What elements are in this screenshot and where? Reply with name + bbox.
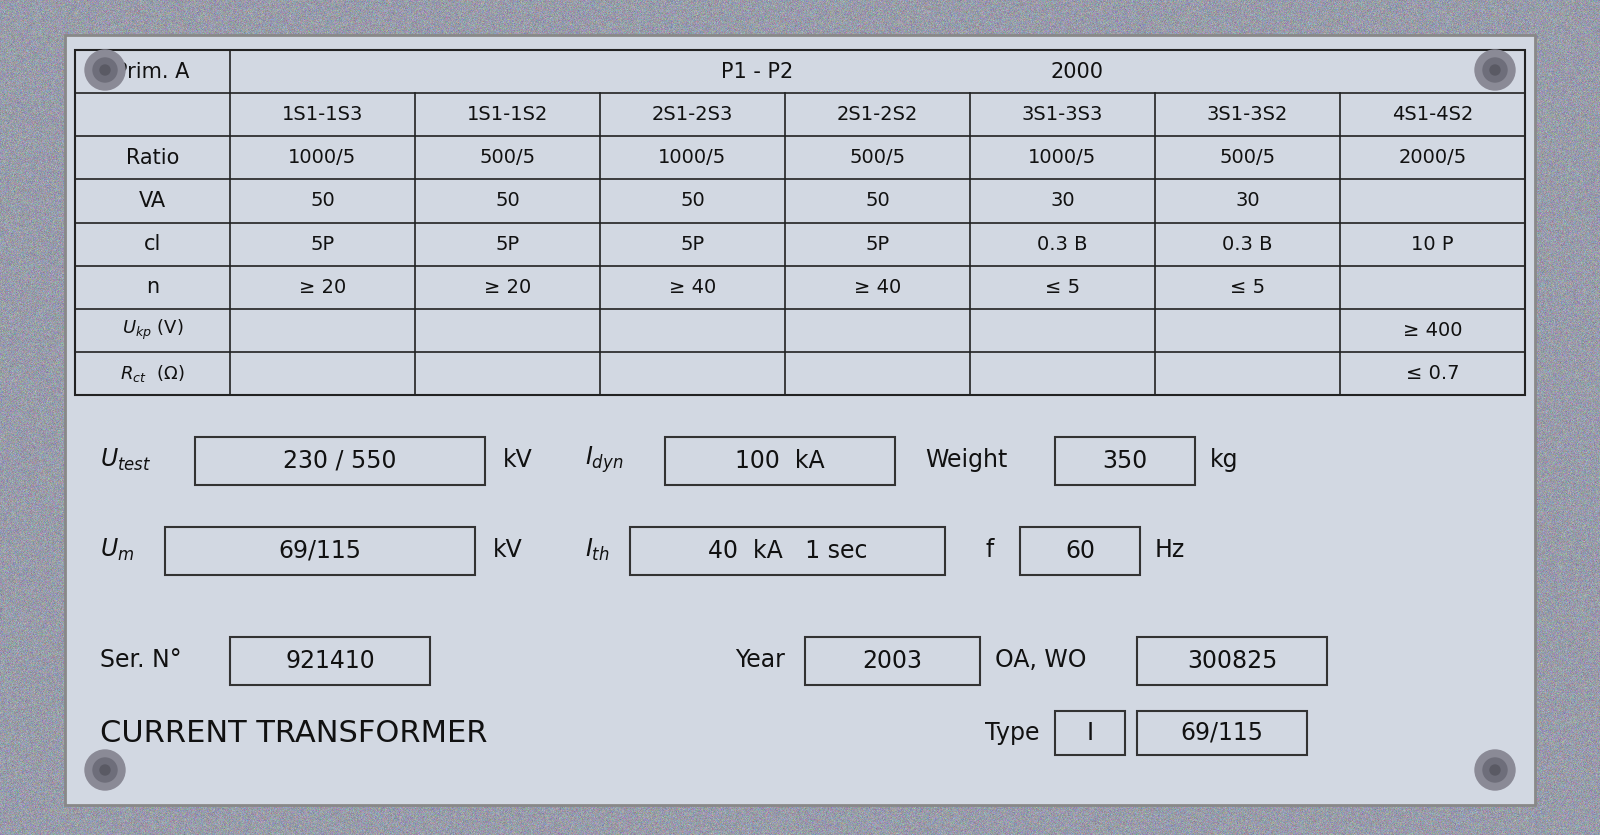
Circle shape [93, 758, 117, 782]
Text: 1000/5: 1000/5 [1029, 149, 1096, 167]
Text: 4S1-4S2: 4S1-4S2 [1392, 105, 1474, 124]
Bar [1138, 711, 1307, 755]
Text: ≥ 40: ≥ 40 [669, 278, 717, 296]
Text: 69/115: 69/115 [278, 539, 362, 563]
Text: 230 / 550: 230 / 550 [283, 449, 397, 473]
Text: 921410: 921410 [285, 649, 374, 673]
Bar [1054, 711, 1125, 755]
Bar [630, 527, 946, 575]
Bar [230, 637, 430, 685]
Text: Type: Type [986, 721, 1040, 745]
Text: 30: 30 [1050, 191, 1075, 210]
Circle shape [1475, 750, 1515, 790]
Text: $U_{kp}$ (V): $U_{kp}$ (V) [122, 318, 184, 342]
Circle shape [93, 58, 117, 82]
Text: 0.3 B: 0.3 B [1222, 235, 1272, 254]
Text: Ratio: Ratio [126, 148, 179, 168]
Text: Weight: Weight [925, 448, 1008, 472]
Circle shape [1483, 758, 1507, 782]
Text: Ser. N°: Ser. N° [99, 648, 182, 672]
Text: kV: kV [502, 448, 533, 472]
Text: 50: 50 [680, 191, 706, 210]
Text: 0.3 B: 0.3 B [1037, 235, 1088, 254]
Text: 5P: 5P [866, 235, 890, 254]
Text: VA: VA [139, 191, 166, 211]
Text: 69/115: 69/115 [1181, 721, 1264, 745]
Text: 350: 350 [1102, 449, 1147, 473]
Text: 500/5: 500/5 [480, 149, 536, 167]
Circle shape [1483, 58, 1507, 82]
Bar [805, 637, 979, 685]
Bar [195, 437, 485, 485]
Text: $U_m$: $U_m$ [99, 537, 134, 563]
Circle shape [1490, 65, 1501, 75]
Text: ≥ 400: ≥ 400 [1403, 321, 1462, 340]
Text: 40  kA   1 sec: 40 kA 1 sec [707, 539, 867, 563]
Text: kg: kg [1210, 448, 1238, 472]
Text: 5P: 5P [680, 235, 704, 254]
Text: 500/5: 500/5 [1219, 149, 1275, 167]
Text: 1000/5: 1000/5 [658, 149, 726, 167]
Text: 60: 60 [1066, 539, 1094, 563]
Circle shape [99, 65, 110, 75]
Text: 50: 50 [310, 191, 334, 210]
Circle shape [1475, 50, 1515, 90]
Text: 2003: 2003 [862, 649, 923, 673]
Text: 3S1-3S2: 3S1-3S2 [1206, 105, 1288, 124]
Bar [75, 50, 1525, 395]
Text: $R_{ct}$  ($\Omega$): $R_{ct}$ ($\Omega$) [120, 363, 184, 384]
Text: Year: Year [734, 648, 786, 672]
Text: 2S1-2S3: 2S1-2S3 [651, 105, 733, 124]
Text: Prim. A: Prim. A [115, 62, 190, 82]
Bar [1021, 527, 1139, 575]
Bar [165, 527, 475, 575]
Text: ≥ 20: ≥ 20 [483, 278, 531, 296]
Text: P1 - P2: P1 - P2 [722, 62, 794, 82]
Text: 30: 30 [1235, 191, 1259, 210]
Text: 300825: 300825 [1187, 649, 1277, 673]
Text: 2000: 2000 [1051, 62, 1104, 82]
Bar [1054, 437, 1195, 485]
Text: kV: kV [493, 538, 523, 562]
Text: cl: cl [144, 234, 162, 254]
Bar [666, 437, 894, 485]
Text: CURRENT TRANSFORMER: CURRENT TRANSFORMER [99, 718, 488, 747]
Bar [1138, 637, 1326, 685]
Text: f: f [986, 538, 994, 562]
Text: 1S1-1S2: 1S1-1S2 [467, 105, 549, 124]
Text: I: I [1086, 721, 1093, 745]
Text: 1S1-1S3: 1S1-1S3 [282, 105, 363, 124]
Text: 5P: 5P [310, 235, 334, 254]
Text: Hz: Hz [1155, 538, 1186, 562]
Text: $I_{th}$: $I_{th}$ [586, 537, 610, 563]
Text: 50: 50 [866, 191, 890, 210]
Text: 2000/5: 2000/5 [1398, 149, 1467, 167]
Circle shape [85, 50, 125, 90]
Text: n: n [146, 277, 158, 297]
Circle shape [85, 750, 125, 790]
Text: 50: 50 [494, 191, 520, 210]
Text: $I_{dyn}$: $I_{dyn}$ [586, 445, 624, 475]
Circle shape [1490, 765, 1501, 775]
Text: ≥ 20: ≥ 20 [299, 278, 346, 296]
Text: 5P: 5P [496, 235, 520, 254]
Text: ≤ 5: ≤ 5 [1045, 278, 1080, 296]
Text: 3S1-3S3: 3S1-3S3 [1022, 105, 1102, 124]
Text: 100  kA: 100 kA [734, 449, 826, 473]
Text: ≥ 40: ≥ 40 [854, 278, 901, 296]
Text: 2S1-2S2: 2S1-2S2 [837, 105, 918, 124]
Circle shape [99, 765, 110, 775]
Text: 10 P: 10 P [1411, 235, 1454, 254]
Text: OA, WO: OA, WO [995, 648, 1086, 672]
Text: ≤ 5: ≤ 5 [1230, 278, 1266, 296]
Text: ≤ 0.7: ≤ 0.7 [1406, 364, 1459, 383]
Text: 500/5: 500/5 [850, 149, 906, 167]
Text: $U_{test}$: $U_{test}$ [99, 447, 152, 473]
Text: 1000/5: 1000/5 [288, 149, 357, 167]
